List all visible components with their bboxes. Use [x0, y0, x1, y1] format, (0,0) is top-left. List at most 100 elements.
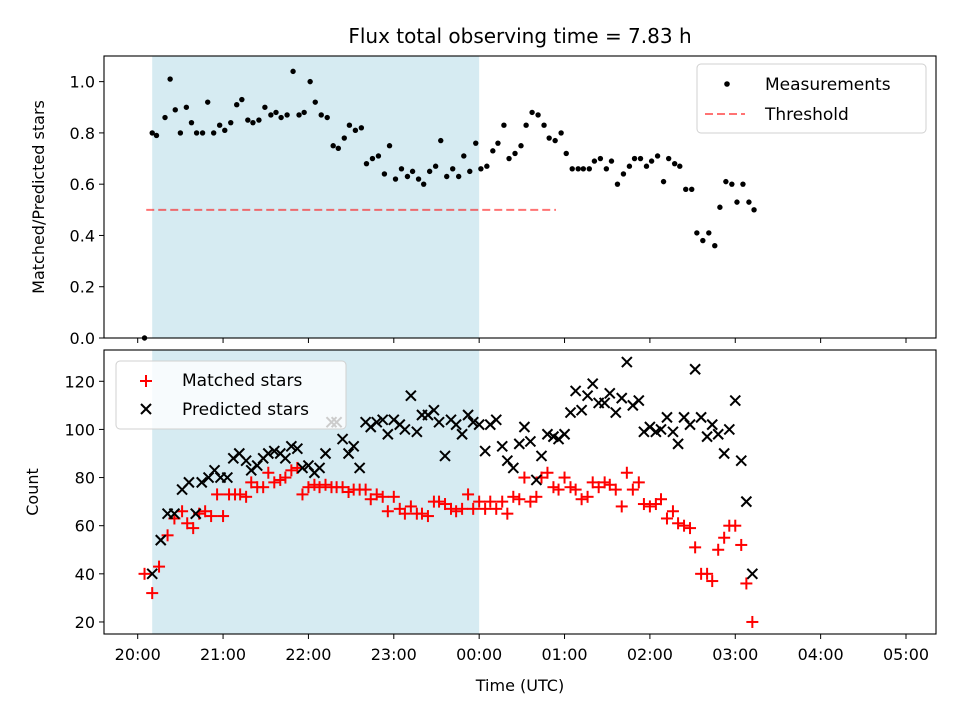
measurement-point: [603, 166, 610, 172]
matched-star-point: [274, 473, 287, 486]
legend-predicted-label: Predicted stars: [182, 400, 309, 420]
predicted-star-point: [336, 433, 349, 445]
measurement-point: [284, 112, 290, 118]
predicted-star-point: [262, 447, 275, 460]
measurement-point: [558, 130, 564, 136]
matched-star-point: [381, 505, 394, 518]
xtick-label: 04:00: [798, 645, 844, 664]
predicted-star-point: [347, 440, 360, 452]
predicted-star-point: [353, 462, 366, 474]
measurement-point: [205, 99, 211, 105]
bottom-ytick-label: 80: [75, 469, 95, 488]
matched-star-point: [415, 507, 428, 520]
measurement-point: [290, 68, 296, 75]
measurement-point: [700, 237, 706, 244]
predicted-star-point: [155, 534, 167, 546]
bottom-legend-box: [115, 360, 347, 430]
top-ytick-label: 0.8: [70, 124, 95, 143]
predicted-star-point: [718, 447, 730, 460]
predicted-star-point: [695, 411, 707, 424]
matched-star-point: [421, 510, 434, 523]
measurement-point: [535, 112, 541, 118]
matched-star-point: [598, 476, 611, 489]
top-ytick-label: 0.0: [70, 329, 95, 348]
measurement-point: [278, 114, 284, 121]
predicted-star-point: [621, 356, 633, 368]
predicted-star-point: [371, 416, 383, 428]
matched-star-point: [552, 483, 565, 496]
measurement-point: [637, 155, 644, 162]
matched-star-point: [541, 466, 554, 479]
predicted-star-point: [672, 438, 684, 450]
matched-star-point: [507, 490, 520, 503]
bottom-axes-frame: [103, 349, 937, 635]
top-ytick-label: 1.0: [70, 73, 95, 92]
predicted-star-point: [558, 428, 571, 440]
matched-star-point: [558, 471, 571, 484]
xtick-label: 05:00: [883, 645, 929, 664]
measurement-point: [591, 158, 598, 164]
matched-star-point: [211, 488, 224, 501]
matched-star-point: [217, 510, 230, 523]
bottom-ytick-label: 100: [64, 420, 95, 439]
measurement-point: [648, 158, 655, 164]
matched-star-point: [359, 483, 372, 496]
matched-star-point: [262, 466, 275, 479]
legend-measurements-marker: [724, 81, 730, 87]
matched-star-point: [387, 490, 400, 503]
predicted-star-point: [667, 426, 679, 438]
predicted-star-point: [507, 462, 520, 474]
matched-star-point: [138, 567, 151, 580]
measurement-point: [438, 137, 444, 144]
matched-stars-points: [138, 461, 759, 628]
matched-star-point: [285, 464, 298, 477]
measurement-point: [586, 166, 592, 172]
matched-star-point: [496, 495, 509, 508]
matched-star-point: [268, 476, 281, 489]
matched-star-point: [257, 481, 270, 494]
measurement-point: [420, 181, 427, 187]
matched-star-point: [712, 543, 725, 556]
measurement-point: [177, 130, 184, 136]
matched-star-point: [609, 483, 622, 496]
measurement-point: [473, 140, 479, 146]
matched-star-point: [660, 512, 673, 525]
xtick-label: 01:00: [541, 645, 587, 664]
matched-star-point: [473, 495, 486, 508]
top-ytick-label: 0.2: [70, 278, 95, 297]
measurement-point: [643, 163, 650, 169]
measurement-point: [301, 109, 307, 116]
predicted-star-point: [196, 476, 208, 489]
matched-star-point: [490, 502, 503, 515]
measurement-point: [330, 143, 336, 149]
matched-star-point: [637, 498, 650, 511]
predicted-star-point: [319, 447, 332, 460]
measurement-point: [167, 76, 173, 82]
matched-star-point: [575, 493, 588, 506]
measurement-point: [149, 130, 155, 136]
predicted-star-point: [581, 390, 594, 402]
measurement-point: [631, 155, 638, 162]
measurement-point: [529, 109, 535, 116]
bottom-ytick-label: 20: [75, 613, 95, 632]
predicted-star-point: [382, 428, 394, 440]
measurement-point: [358, 125, 365, 131]
top-legend-box: [696, 63, 927, 134]
bottom-ytick-label: 40: [75, 565, 95, 584]
predicted-star-point: [268, 445, 280, 457]
top-legend: Measurements Threshold: [696, 63, 927, 134]
measurement-point: [444, 173, 450, 180]
measurement-point: [729, 181, 735, 187]
predicted-star-point: [439, 450, 451, 462]
bottom-panel: 20 40 60 80 100 120 20:00 21:00 22:00 23:00 00:00…: [23, 349, 937, 695]
measurement-point: [318, 112, 324, 118]
measurement-points: [141, 68, 757, 341]
matched-star-point: [467, 502, 480, 515]
predicted-star-point: [479, 445, 491, 457]
bottom-legend: Matched stars Predicted stars: [115, 360, 347, 430]
matched-star-point: [370, 488, 383, 501]
predicted-star-point: [405, 390, 417, 402]
matched-star-point: [433, 495, 446, 508]
measurement-point: [222, 127, 228, 134]
measurement-point: [216, 122, 223, 128]
